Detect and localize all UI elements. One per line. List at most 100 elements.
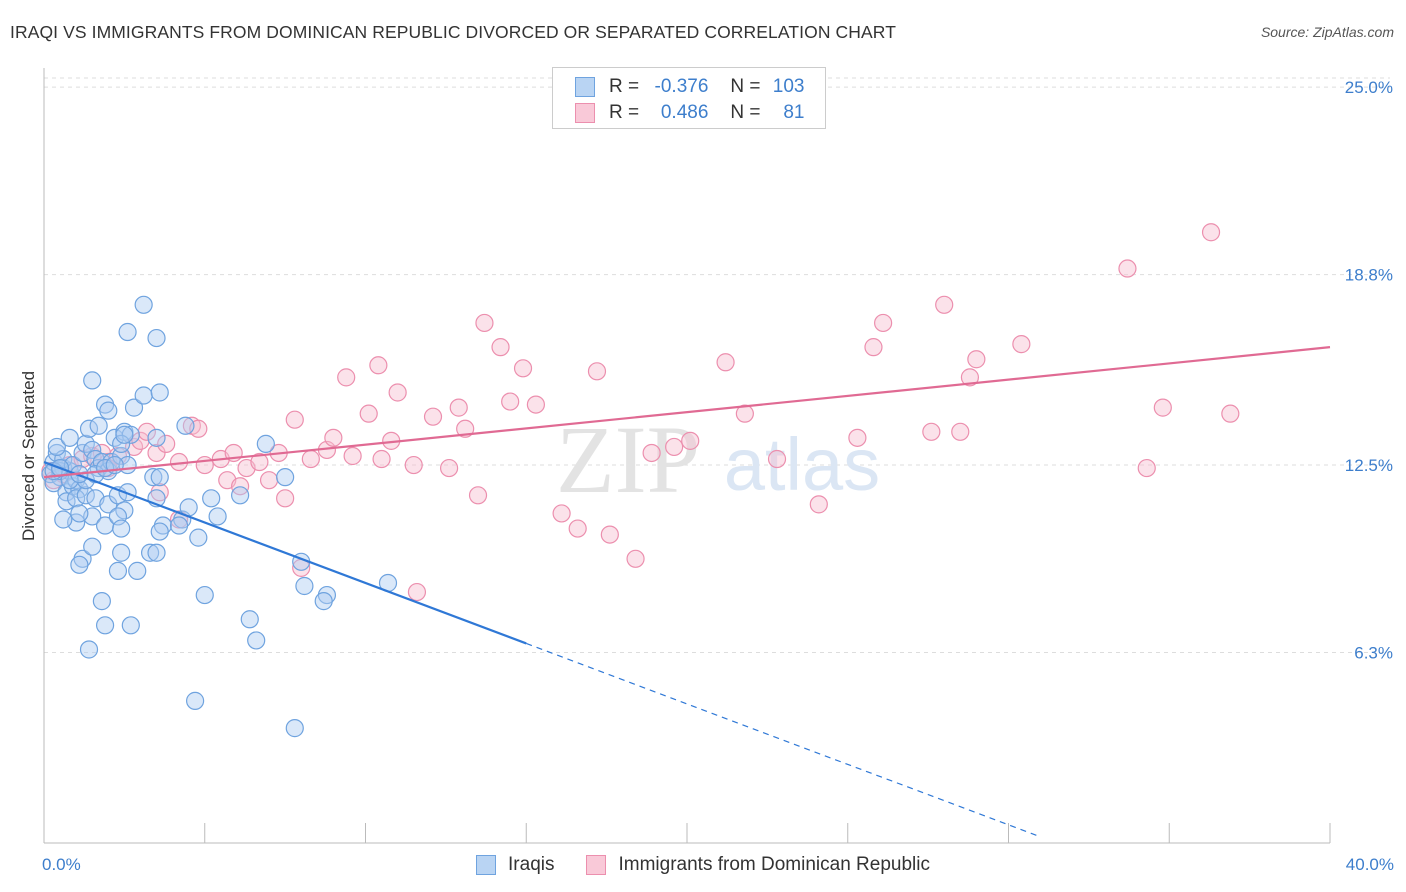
- dominican-point: [681, 431, 700, 450]
- iraqi-point: [134, 295, 153, 314]
- dominican-point: [439, 458, 459, 478]
- iraqi-point: [121, 616, 140, 635]
- iraqi-point: [92, 592, 111, 611]
- dominican-point: [157, 434, 176, 453]
- dominican-point: [343, 446, 362, 466]
- iraqi-point: [112, 519, 131, 538]
- legend-n-label: N =: [730, 102, 761, 123]
- source-label: Source: ZipAtlas.com: [1260, 24, 1394, 40]
- iraqi-point: [150, 522, 169, 541]
- legend-n-value: 81: [783, 102, 805, 123]
- dominican-point: [552, 504, 571, 523]
- iraqi-point: [89, 416, 108, 435]
- dominican-point: [195, 455, 214, 475]
- dominican-point: [1201, 223, 1221, 242]
- iraqi-point: [108, 561, 128, 580]
- dominican-point: [951, 422, 970, 441]
- iraqi-point: [195, 585, 214, 605]
- iraqi-point: [115, 425, 134, 444]
- iraqi-point: [147, 428, 166, 447]
- iraqi-point: [189, 528, 208, 547]
- iraqi-point: [240, 610, 259, 629]
- dominican-point: [960, 368, 980, 387]
- dominican-point: [407, 582, 427, 602]
- iraqi-point: [118, 483, 137, 502]
- legend-row-dominican: R = 0.486 N = 81: [575, 101, 805, 125]
- legend-n-label: N =: [730, 76, 761, 97]
- iraqi-point: [134, 386, 153, 405]
- iraqi-point: [60, 428, 79, 447]
- dominican-point: [456, 419, 475, 438]
- iraqi-point: [83, 371, 102, 390]
- iraqi-point: [314, 592, 333, 611]
- dominican-point: [922, 422, 941, 441]
- legend-row-iraqis: R = -0.376 N = 103: [575, 75, 805, 99]
- y-tick-label: 25.0%: [1345, 78, 1393, 97]
- chart-title: IRAQI VS IMMIGRANTS FROM DOMINICAN REPUB…: [10, 22, 896, 42]
- dominican-point: [250, 452, 269, 472]
- dominican-point: [513, 359, 533, 378]
- iraqi-point: [176, 416, 195, 435]
- iraqi-point: [147, 328, 166, 348]
- iraqi-trend-line: [43, 461, 527, 645]
- dominican-point: [848, 428, 867, 447]
- dominican-point: [404, 455, 423, 475]
- y-tick-label: 18.8%: [1345, 266, 1393, 285]
- iraqi-point: [150, 468, 169, 487]
- iraqi-point: [99, 401, 118, 420]
- iraqi-point: [99, 495, 118, 514]
- dominican-point: [359, 404, 378, 423]
- dominican-point: [626, 549, 645, 568]
- legend-swatch-blue: [476, 855, 497, 875]
- tick-labels: 6.3% 12.5% 18.8% 25.0% 0.0% 40.0%: [42, 78, 1394, 874]
- dominican-point: [501, 392, 520, 411]
- watermark: ZIP atlas: [556, 406, 880, 513]
- dominican-point: [600, 525, 619, 544]
- legend-swatch-pink: [586, 855, 607, 875]
- legend-r-value: -0.376: [654, 76, 709, 97]
- dominican-point: [735, 404, 754, 423]
- x-tick-label: 0.0%: [42, 855, 81, 874]
- legend-label-dominican: Immigrants from Dominican Republic: [618, 854, 930, 875]
- iraqi-point: [47, 437, 66, 457]
- iraqi-point: [128, 561, 147, 580]
- y-axis-title: Divorced or Separated: [19, 371, 38, 541]
- trend-lines: [43, 346, 1331, 838]
- iraqi-point: [256, 434, 275, 453]
- iraqi-point: [295, 576, 314, 596]
- iraqi-point: [118, 322, 137, 342]
- dominican-point: [1118, 259, 1137, 278]
- dominican-point: [1012, 335, 1031, 354]
- dominican-point: [665, 437, 684, 457]
- iraqi-point: [140, 543, 160, 562]
- dominican-point: [301, 449, 320, 469]
- dominican-point: [1221, 404, 1240, 423]
- iraqi-point: [86, 465, 105, 484]
- dominican-point: [388, 383, 407, 402]
- dominican-point: [449, 398, 468, 417]
- dominican-point: [967, 350, 986, 369]
- dominican-point: [259, 471, 279, 490]
- dominican-point: [874, 313, 893, 333]
- iraqi-point: [70, 504, 89, 523]
- dominican-point: [587, 362, 607, 381]
- iraqi-point: [144, 468, 163, 487]
- dominican-point: [147, 443, 166, 463]
- iraqi-point: [83, 537, 102, 556]
- iraqi-point: [285, 719, 304, 738]
- dominican-point: [285, 410, 304, 429]
- iraqi-point: [276, 468, 295, 487]
- blue-series-points: [41, 295, 398, 738]
- legend-label-iraqis: Iraqis: [508, 854, 555, 875]
- iraqi-point: [150, 383, 169, 402]
- correlation-legend: R = -0.376 N = 103 R = 0.486 N = 81: [552, 67, 826, 129]
- iraqi-point: [124, 398, 144, 417]
- dominican-point: [468, 486, 488, 505]
- iraqi-point: [231, 486, 250, 505]
- iraqi-trend-extension: [526, 642, 1041, 838]
- iraqi-point: [169, 516, 189, 535]
- iraqi-point: [54, 510, 73, 529]
- dominican-point: [716, 353, 735, 372]
- dominican-point: [935, 295, 954, 314]
- dominican-point: [568, 519, 587, 538]
